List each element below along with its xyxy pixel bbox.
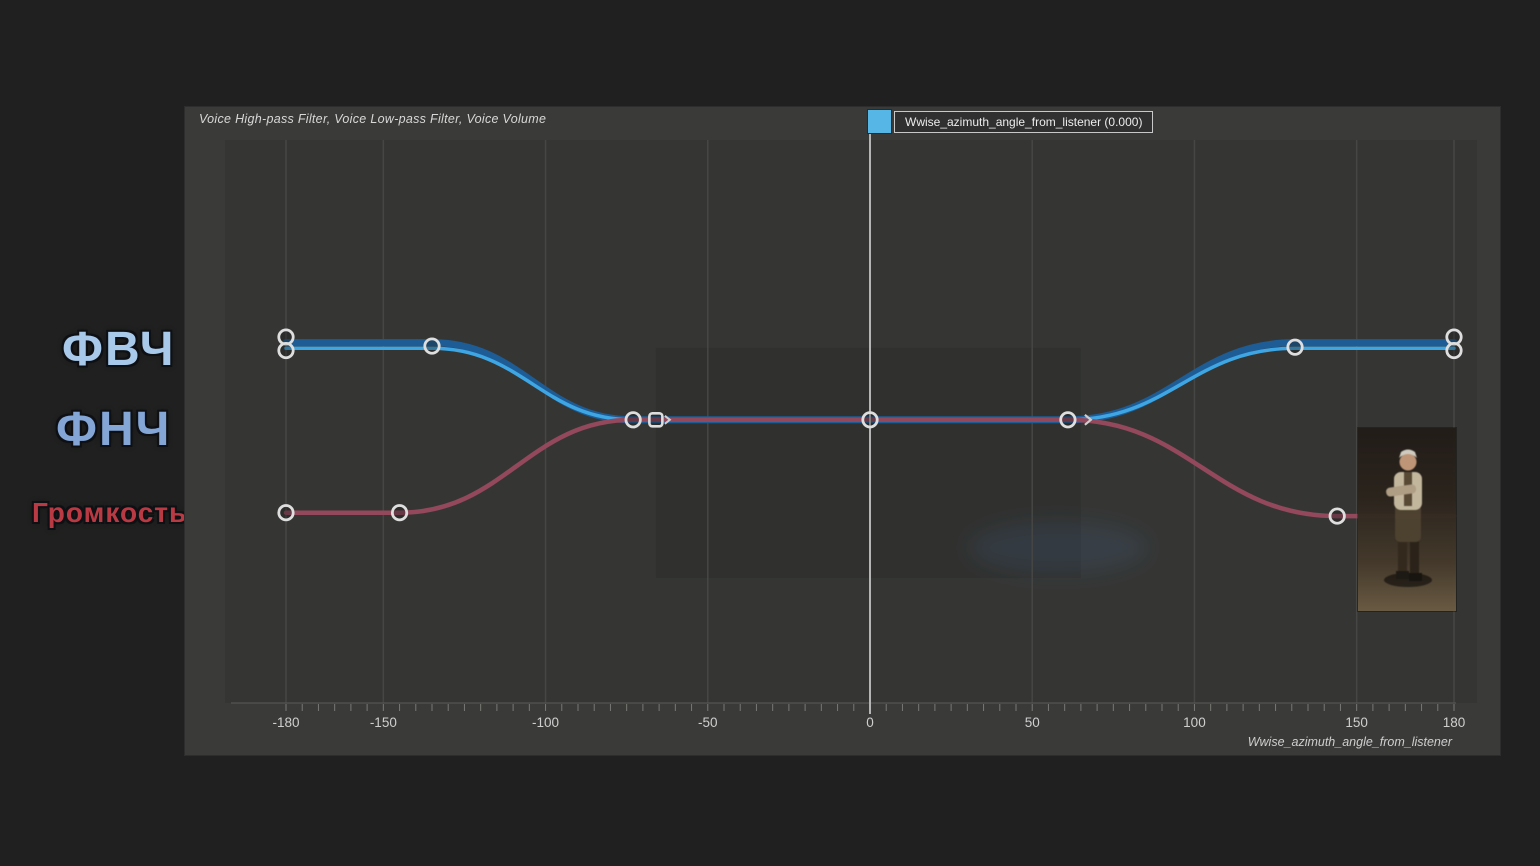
- curve-list-title: Voice High-pass Filter, Voice Low-pass F…: [199, 112, 547, 126]
- control-point[interactable]: [1059, 411, 1077, 429]
- legend-color-swatch: [867, 109, 892, 134]
- curve-extend-arrow-icon: [1084, 413, 1093, 426]
- control-point[interactable]: [390, 504, 409, 522]
- x-tick-label: 180: [1443, 715, 1466, 730]
- x-tick-label: -180: [272, 715, 299, 730]
- curve-voice-volume[interactable]: [283, 417, 1457, 519]
- control-point[interactable]: [1445, 341, 1463, 360]
- x-tick-label: -50: [698, 715, 718, 730]
- glow-artifact: [970, 521, 1147, 574]
- x-tick-label: 100: [1183, 715, 1206, 730]
- annotation-low-pass-label: ФНЧ: [56, 403, 172, 456]
- rtpc-plot-svg[interactable]: -180 -150 -100 -50 0 50 100 150 180: [185, 107, 1500, 755]
- control-point[interactable]: [277, 504, 295, 522]
- control-point[interactable]: [277, 341, 295, 360]
- legend-rtpc[interactable]: Wwise_azimuth_angle_from_listener (0.000…: [867, 109, 1154, 134]
- x-tick-label: -150: [370, 715, 397, 730]
- x-axis-title: Wwise_azimuth_angle_from_listener: [1247, 735, 1452, 749]
- video-overlay-figure: [1384, 449, 1432, 587]
- x-tick-label: 50: [1025, 715, 1040, 730]
- control-point[interactable]: [1286, 338, 1304, 356]
- legend-parameter-label: Wwise_azimuth_angle_from_listener (0.000…: [894, 110, 1154, 133]
- control-point-endpoint[interactable]: [648, 412, 664, 428]
- x-tick-label: 150: [1345, 715, 1368, 730]
- x-tick-label: 0: [866, 715, 874, 730]
- control-point[interactable]: [423, 337, 441, 355]
- control-point[interactable]: [1328, 507, 1346, 525]
- video-overlay: [1358, 428, 1456, 611]
- x-tick-label: -100: [532, 715, 559, 730]
- control-point[interactable]: [624, 411, 642, 429]
- annotation-high-pass-label: ФВЧ: [62, 323, 176, 376]
- annotation-volume-label: Громкость: [32, 497, 188, 528]
- control-point[interactable]: [861, 411, 879, 429]
- curve-extend-arrow-icon: [664, 415, 672, 425]
- rtpc-editor-panel: Voice High-pass Filter, Voice Low-pass F…: [185, 107, 1500, 755]
